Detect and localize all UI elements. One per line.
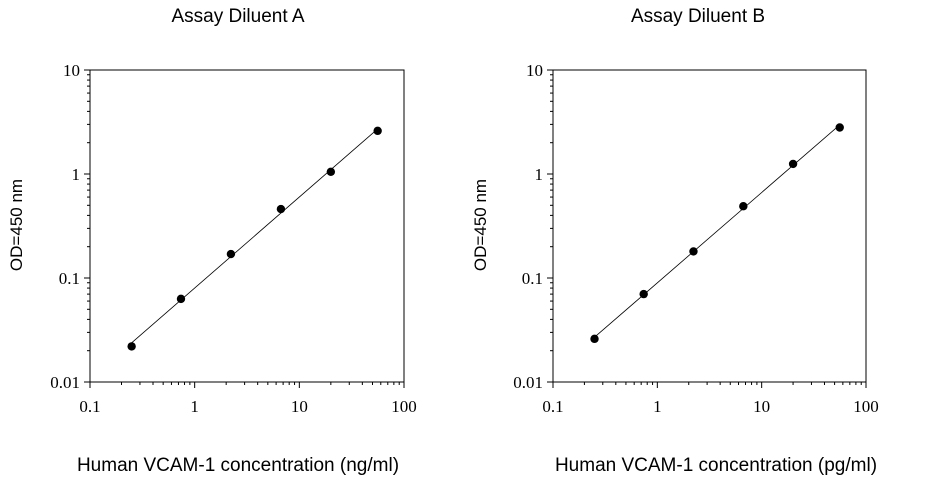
data-point — [276, 204, 286, 214]
x-tick-label: 1 — [653, 397, 662, 416]
data-point — [835, 123, 844, 132]
x-tick-label: 100 — [391, 397, 417, 416]
x-axis-label: Human VCAM-1 concentration (pg/ml) — [555, 455, 877, 476]
y-tick-label: 10 — [63, 61, 80, 80]
plot-frame — [89, 69, 405, 383]
y-tick-label: 0.1 — [522, 269, 543, 288]
data-point — [127, 342, 136, 351]
chart-title: Assay Diluent A — [171, 6, 304, 27]
data-point — [373, 126, 382, 136]
x-tick-label: 0.1 — [79, 397, 100, 416]
data-point — [326, 167, 336, 176]
y-tick-label: 1 — [72, 165, 81, 184]
y-axis-label: OD=450 nm — [7, 179, 26, 271]
plot-area: 0.1 1 10 100 0.01 0.1 1 10 — [513, 61, 879, 416]
plot-area: 0.1 1 10 100 0.01 0.1 1 10 — [50, 61, 417, 416]
x-axis-label: Human VCAM-1 concentration (ng/ml) — [77, 455, 399, 476]
y-axis-label: OD=450 nm — [471, 179, 490, 271]
y-tick-label: 1 — [535, 165, 544, 184]
y-tick-label: 0.1 — [59, 269, 80, 288]
y-tick-label: 10 — [526, 61, 543, 80]
data-point — [639, 289, 648, 299]
x-tick-label: 0.1 — [542, 397, 563, 416]
trendline — [594, 124, 840, 338]
x-tick-label: 10 — [291, 397, 308, 416]
data-point — [590, 334, 599, 344]
data-point — [788, 159, 798, 169]
x-tick-label: 100 — [853, 397, 879, 416]
y-tick-label: 0.01 — [50, 373, 80, 392]
x-tick-label: 1 — [190, 397, 199, 416]
plot-frame — [552, 69, 867, 383]
x-tick-label: 10 — [753, 397, 770, 416]
chart-title: Assay Diluent B — [631, 6, 765, 27]
chart-panel-a: Assay Diluent A OD=450 nm Human VCAM-1 c… — [7, 6, 417, 476]
data-point — [689, 247, 698, 256]
trendline — [131, 128, 378, 344]
chart-panel-b: Assay Diluent B OD=450 nm Human VCAM-1 c… — [471, 6, 879, 476]
data-point — [176, 294, 186, 304]
y-tick-label: 0.01 — [513, 373, 543, 392]
data-point — [739, 202, 748, 211]
data-point — [226, 249, 236, 259]
